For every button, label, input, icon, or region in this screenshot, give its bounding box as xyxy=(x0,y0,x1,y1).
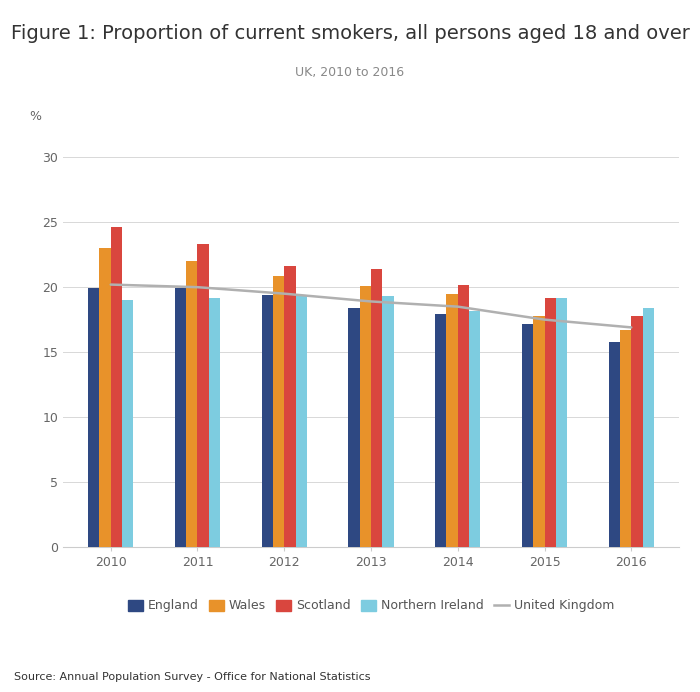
Bar xyxy=(609,342,620,547)
Bar xyxy=(469,311,480,547)
Bar xyxy=(458,284,469,547)
Text: UK, 2010 to 2016: UK, 2010 to 2016 xyxy=(295,66,405,79)
Text: %: % xyxy=(29,110,41,123)
Bar xyxy=(122,300,133,547)
Bar xyxy=(186,262,197,547)
Bar xyxy=(522,324,533,547)
Bar xyxy=(447,293,458,547)
Bar xyxy=(175,289,186,547)
Bar xyxy=(88,289,99,547)
Bar xyxy=(435,314,447,547)
Bar xyxy=(273,275,284,547)
Bar xyxy=(643,308,654,547)
Bar xyxy=(284,266,295,547)
Text: Source: Annual Population Survey - Office for National Statistics: Source: Annual Population Survey - Offic… xyxy=(14,672,370,682)
Bar xyxy=(382,296,393,547)
Bar xyxy=(631,316,643,547)
Bar xyxy=(533,316,545,547)
Bar xyxy=(197,244,209,547)
Bar xyxy=(620,330,631,547)
Bar xyxy=(349,308,360,547)
Bar xyxy=(99,248,111,547)
Bar xyxy=(556,298,567,547)
Legend: England, Wales, Scotland, Northern Ireland, United Kingdom: England, Wales, Scotland, Northern Irela… xyxy=(123,594,619,617)
Bar xyxy=(360,286,371,547)
Bar xyxy=(209,298,220,547)
Bar xyxy=(111,228,122,547)
Bar xyxy=(262,295,273,547)
Bar xyxy=(545,298,556,547)
Text: Figure 1: Proportion of current smokers, all persons aged 18 and over: Figure 1: Proportion of current smokers,… xyxy=(10,24,690,43)
Bar xyxy=(371,269,382,547)
Bar xyxy=(295,296,307,547)
